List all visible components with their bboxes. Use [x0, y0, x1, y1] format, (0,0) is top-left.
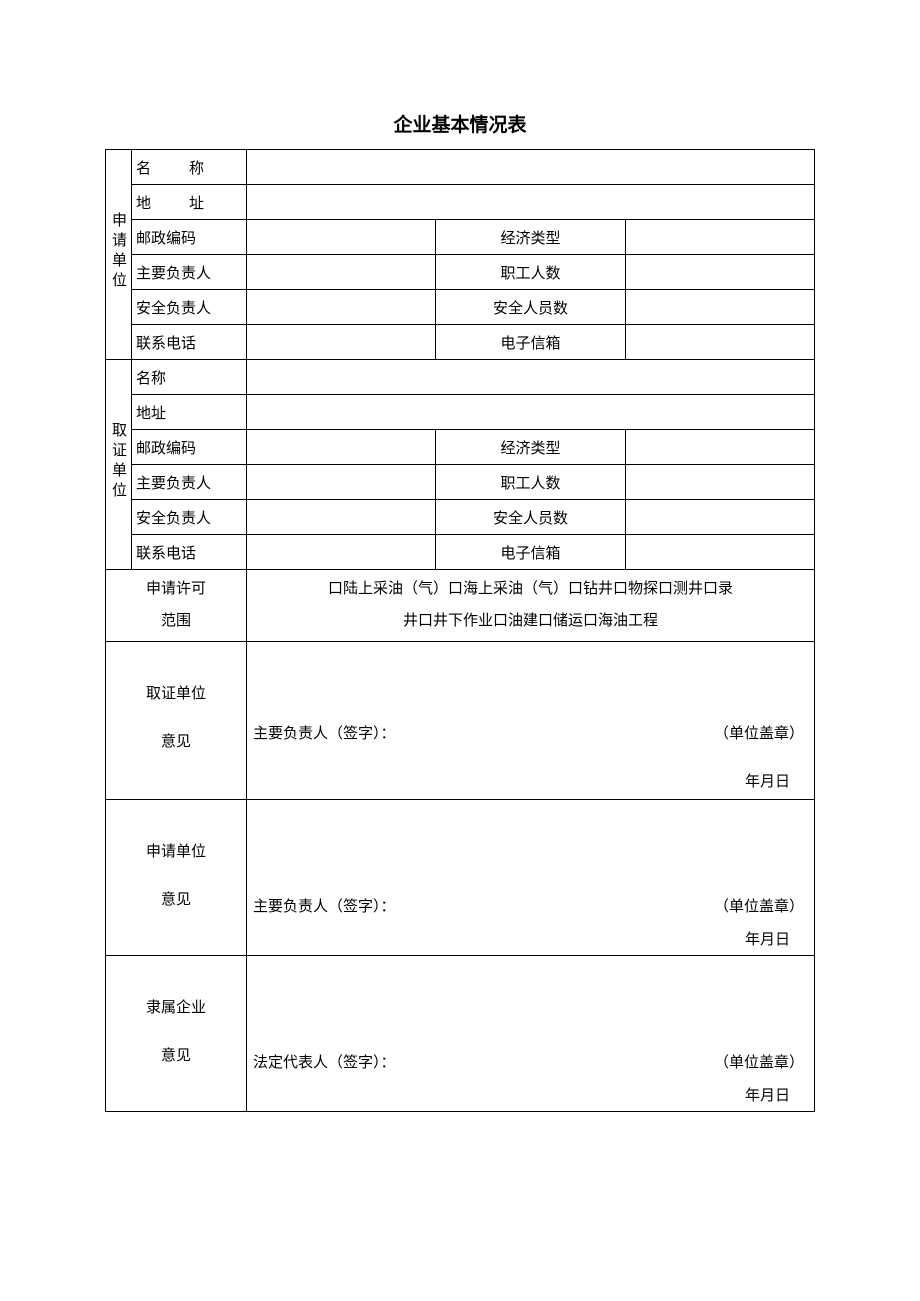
applicant-section-label: 申请单位 — [106, 150, 132, 360]
cert-safety-officer-label: 安全负责人 — [132, 500, 247, 535]
scope-label: 申请许可 范围 — [106, 570, 247, 642]
applicant-email-value — [625, 325, 814, 360]
applicant-safety-officer-value — [247, 290, 436, 325]
applicant-safety-count-value — [625, 290, 814, 325]
applicant-postcode-label: 邮政编码 — [132, 220, 247, 255]
opinion3-body: 法定代表人（签字）： （单位盖章） 年月日 — [247, 956, 815, 1112]
cert-safety-count-label: 安全人员数 — [436, 500, 625, 535]
opinion1-date: 年月日 — [745, 770, 790, 791]
cert-staff-value — [625, 465, 814, 500]
opinion3-label: 隶属企业 意见 — [106, 956, 247, 1112]
cert-name-label: 名称 — [132, 360, 247, 395]
opinion2-date: 年月日 — [745, 928, 790, 949]
applicant-name-value — [247, 150, 815, 185]
cert-email-value — [625, 535, 814, 570]
applicant-econ-value — [625, 220, 814, 255]
applicant-name-label: 名称 — [132, 150, 247, 185]
opinion3-stamp: （单位盖章） — [714, 1051, 804, 1072]
opinion2-stamp: （单位盖章） — [714, 895, 804, 916]
opinion2-signer: 主要负责人（签字）： — [253, 895, 396, 916]
applicant-phone-label: 联系电话 — [132, 325, 247, 360]
cert-econ-value — [625, 430, 814, 465]
applicant-addr-value — [247, 185, 815, 220]
opinion3-signer: 法定代表人（签字）： — [253, 1051, 396, 1072]
cert-phone-label: 联系电话 — [132, 535, 247, 570]
applicant-safety-count-label: 安全人员数 — [436, 290, 625, 325]
cert-staff-label: 职工人数 — [436, 465, 625, 500]
cert-addr-value — [247, 395, 815, 430]
opinion2-label: 申请单位 意见 — [106, 800, 247, 956]
applicant-safety-officer-label: 安全负责人 — [132, 290, 247, 325]
cert-phone-value — [247, 535, 436, 570]
scope-content: 口陆上采油（气）口海上采油（气）口钻井口物探口测井口录 井口井下作业口油建口储运… — [247, 570, 815, 642]
cert-section-label: 取证单位 — [106, 360, 132, 570]
opinion1-body: 主要负责人（签字）： （单位盖章） 年月日 — [247, 642, 815, 800]
cert-safety-count-value — [625, 500, 814, 535]
applicant-principal-value — [247, 255, 436, 290]
applicant-principal-label: 主要负责人 — [132, 255, 247, 290]
opinion3-date: 年月日 — [745, 1084, 790, 1105]
cert-email-label: 电子信箱 — [436, 535, 625, 570]
cert-principal-value — [247, 465, 436, 500]
opinion1-stamp: （单位盖章） — [714, 722, 804, 743]
cert-safety-officer-value — [247, 500, 436, 535]
opinion1-label: 取证单位 意见 — [106, 642, 247, 800]
cert-postcode-value — [247, 430, 436, 465]
cert-econ-label: 经济类型 — [436, 430, 625, 465]
applicant-postcode-value — [247, 220, 436, 255]
applicant-phone-value — [247, 325, 436, 360]
opinion1-signer: 主要负责人（签字）： — [253, 722, 396, 743]
main-table: 申请单位 名称 地址 邮政编码 经济类型 主要负责人 职工人数 安全负责人 安全… — [105, 149, 815, 1112]
applicant-econ-label: 经济类型 — [436, 220, 625, 255]
applicant-addr-label: 地址 — [132, 185, 247, 220]
opinion2-body: 主要负责人（签字）： （单位盖章） 年月日 — [247, 800, 815, 956]
cert-addr-label: 地址 — [132, 395, 247, 430]
cert-name-value — [247, 360, 815, 395]
applicant-staff-label: 职工人数 — [436, 255, 625, 290]
applicant-staff-value — [625, 255, 814, 290]
applicant-email-label: 电子信箱 — [436, 325, 625, 360]
page-title: 企业基本情况表 — [105, 110, 815, 137]
cert-postcode-label: 邮政编码 — [132, 430, 247, 465]
cert-principal-label: 主要负责人 — [132, 465, 247, 500]
